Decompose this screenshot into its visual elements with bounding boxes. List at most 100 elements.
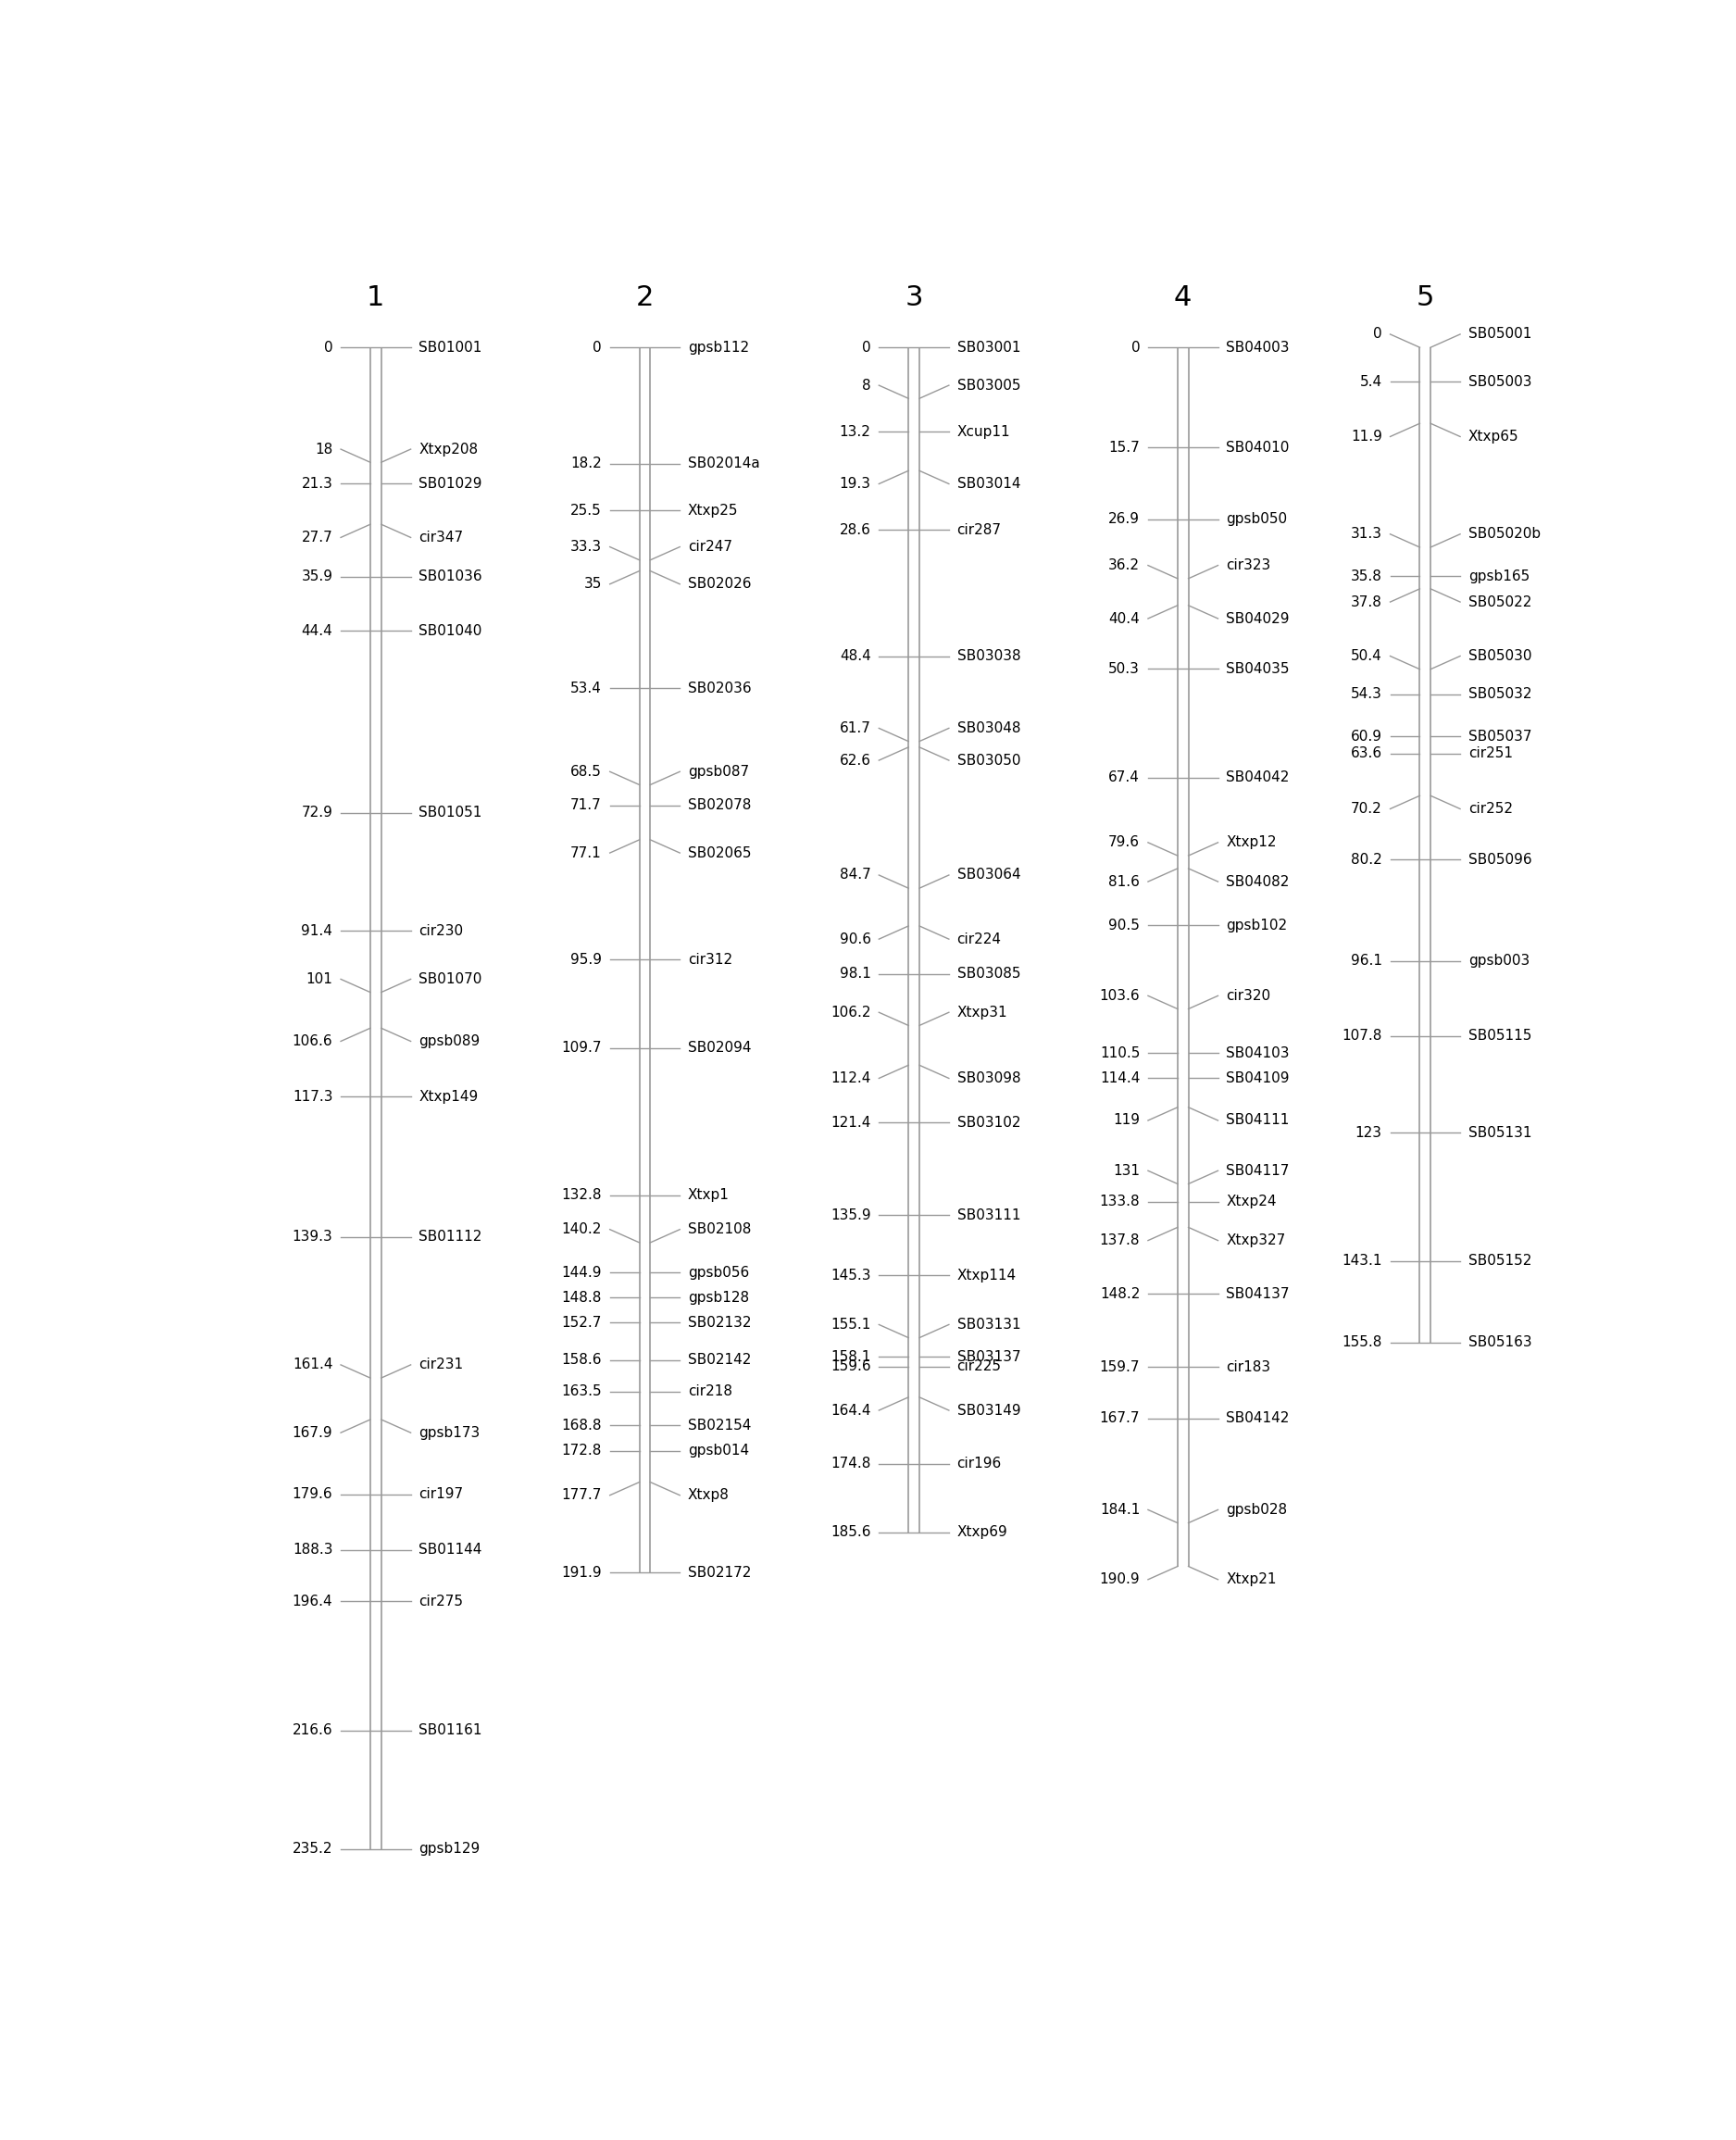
Text: SB03085: SB03085	[957, 967, 1021, 980]
Text: 0: 0	[594, 340, 602, 355]
Text: 54.3: 54.3	[1351, 687, 1382, 702]
Text: 143.1: 143.1	[1342, 1254, 1382, 1269]
Text: 133.8: 133.8	[1099, 1194, 1141, 1209]
Text: 21.3: 21.3	[302, 477, 333, 490]
Text: 0: 0	[1132, 340, 1141, 355]
Text: SB03038: SB03038	[957, 651, 1021, 663]
Text: 184.1: 184.1	[1101, 1502, 1141, 1517]
Text: cir323: cir323	[1226, 559, 1271, 571]
Text: 25.5: 25.5	[571, 503, 602, 518]
Text: 191.9: 191.9	[561, 1566, 602, 1579]
Text: SB02026: SB02026	[687, 578, 752, 591]
Text: 139.3: 139.3	[292, 1230, 333, 1243]
Text: Xtxp31: Xtxp31	[957, 1006, 1007, 1019]
Text: SB04142: SB04142	[1226, 1410, 1290, 1425]
Text: 119: 119	[1113, 1113, 1141, 1128]
Text: 35.9: 35.9	[302, 569, 333, 584]
Text: 72.9: 72.9	[302, 807, 333, 820]
Text: SB05022: SB05022	[1469, 595, 1531, 610]
Text: 0: 0	[1373, 327, 1382, 340]
Text: 91.4: 91.4	[302, 924, 333, 937]
Text: SB05163: SB05163	[1469, 1335, 1531, 1348]
Text: 235.2: 235.2	[292, 1843, 333, 1855]
Text: SB01144: SB01144	[418, 1543, 483, 1556]
Text: 18.2: 18.2	[571, 456, 602, 471]
Text: 5.4: 5.4	[1359, 374, 1382, 389]
Text: cir287: cir287	[957, 522, 1002, 537]
Text: 37.8: 37.8	[1351, 595, 1382, 610]
Text: SB01051: SB01051	[418, 807, 483, 820]
Text: 2: 2	[635, 285, 654, 310]
Text: SB05115: SB05115	[1469, 1029, 1531, 1042]
Text: 140.2: 140.2	[562, 1222, 602, 1237]
Text: 196.4: 196.4	[292, 1594, 333, 1609]
Text: cir230: cir230	[418, 924, 464, 937]
Text: 123: 123	[1356, 1126, 1382, 1141]
Text: SB05003: SB05003	[1469, 374, 1531, 389]
Text: SB01040: SB01040	[418, 625, 483, 638]
Text: SB04082: SB04082	[1226, 875, 1290, 888]
Text: Xtxp21: Xtxp21	[1226, 1573, 1276, 1586]
Text: 11.9: 11.9	[1351, 430, 1382, 443]
Text: cir218: cir218	[687, 1385, 733, 1397]
Text: 63.6: 63.6	[1351, 747, 1382, 760]
Text: 144.9: 144.9	[561, 1265, 602, 1280]
Text: SB03098: SB03098	[957, 1072, 1021, 1085]
Text: cir347: cir347	[418, 531, 464, 544]
Text: 8: 8	[863, 379, 871, 392]
Text: 110.5: 110.5	[1101, 1046, 1141, 1059]
Text: 18: 18	[314, 443, 333, 456]
Text: SB03111: SB03111	[957, 1209, 1021, 1222]
Text: 188.3: 188.3	[292, 1543, 333, 1556]
Text: Xtxp208: Xtxp208	[418, 443, 477, 456]
Text: 164.4: 164.4	[830, 1404, 871, 1417]
Text: SB01161: SB01161	[418, 1723, 483, 1738]
Text: SB02132: SB02132	[687, 1316, 752, 1329]
Text: 1: 1	[366, 285, 385, 310]
Text: SB05037: SB05037	[1469, 730, 1531, 743]
Text: SB03102: SB03102	[957, 1115, 1021, 1130]
Text: SB01001: SB01001	[418, 340, 483, 355]
Text: SB03149: SB03149	[957, 1404, 1021, 1417]
Text: SB05152: SB05152	[1469, 1254, 1531, 1269]
Text: SB05020b: SB05020b	[1469, 526, 1540, 541]
Text: 172.8: 172.8	[562, 1445, 602, 1457]
Text: 216.6: 216.6	[292, 1723, 333, 1738]
Text: SB02094: SB02094	[687, 1040, 752, 1055]
Text: 101: 101	[306, 972, 333, 987]
Text: 50.4: 50.4	[1351, 648, 1382, 663]
Text: SB04010: SB04010	[1226, 441, 1290, 454]
Text: gpsb128: gpsb128	[687, 1290, 750, 1305]
Text: SB02108: SB02108	[687, 1222, 752, 1237]
Text: 96.1: 96.1	[1351, 954, 1382, 967]
Text: SB03005: SB03005	[957, 379, 1021, 392]
Text: 159.6: 159.6	[830, 1359, 871, 1374]
Text: 36.2: 36.2	[1109, 559, 1141, 571]
Text: 117.3: 117.3	[292, 1089, 333, 1104]
Text: 168.8: 168.8	[561, 1419, 602, 1432]
Text: 35.8: 35.8	[1351, 569, 1382, 582]
Text: 50.3: 50.3	[1109, 661, 1141, 676]
Text: 95.9: 95.9	[571, 952, 602, 967]
Text: Xtxp12: Xtxp12	[1226, 835, 1276, 850]
Text: SB05096: SB05096	[1469, 852, 1531, 867]
Text: 132.8: 132.8	[561, 1188, 602, 1203]
Text: cir320: cir320	[1226, 989, 1271, 1004]
Text: 135.9: 135.9	[830, 1209, 871, 1222]
Text: SB04035: SB04035	[1226, 661, 1290, 676]
Text: cir225: cir225	[957, 1359, 1002, 1374]
Text: 70.2: 70.2	[1351, 802, 1382, 815]
Text: gpsb112: gpsb112	[687, 340, 750, 355]
Text: 5: 5	[1417, 285, 1434, 310]
Text: 71.7: 71.7	[571, 798, 602, 813]
Text: Xtxp149: Xtxp149	[418, 1089, 479, 1104]
Text: 161.4: 161.4	[292, 1359, 333, 1372]
Text: Xtxp25: Xtxp25	[687, 503, 738, 518]
Text: 0: 0	[863, 340, 871, 355]
Text: cir231: cir231	[418, 1359, 464, 1372]
Text: Xtxp1: Xtxp1	[687, 1188, 729, 1203]
Text: gpsb028: gpsb028	[1226, 1502, 1288, 1517]
Text: gpsb056: gpsb056	[687, 1265, 750, 1280]
Text: gpsb050: gpsb050	[1226, 511, 1288, 526]
Text: 137.8: 137.8	[1099, 1233, 1141, 1248]
